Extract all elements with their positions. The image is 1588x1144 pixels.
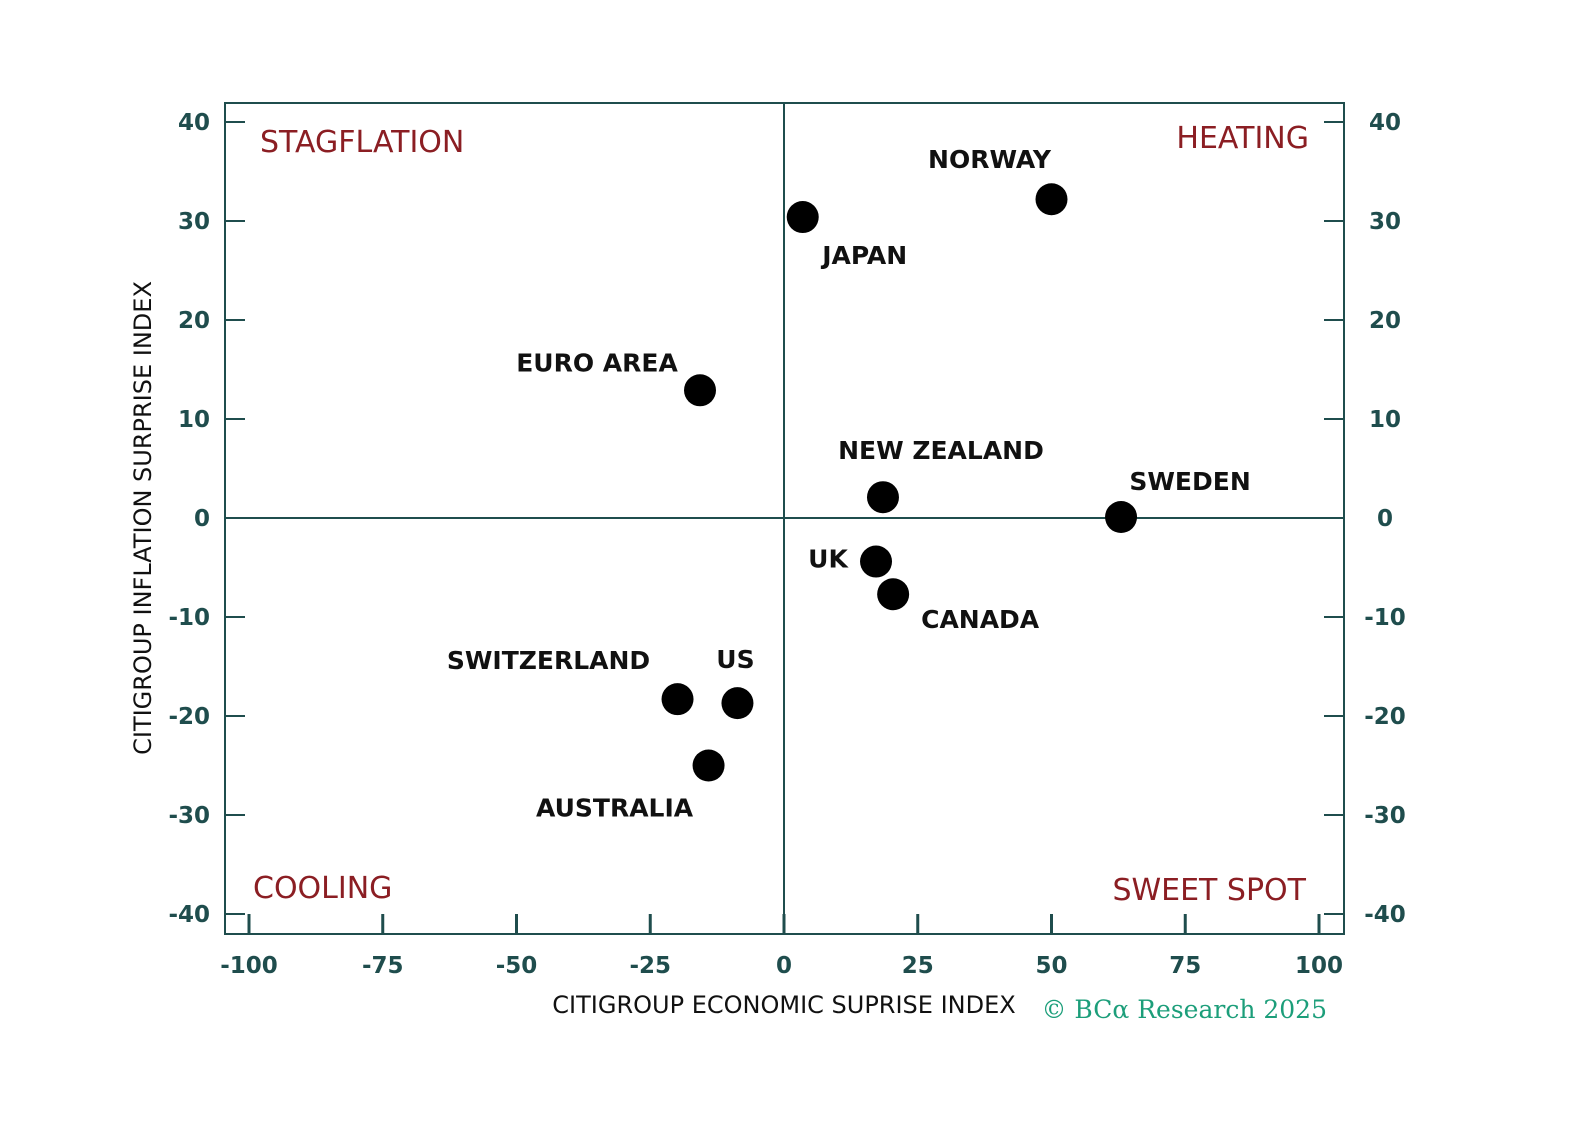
y-tick-label-left: 10 [178, 407, 210, 433]
data-point-new-zealand [866, 481, 899, 514]
y-tick-label-left: -10 [168, 605, 210, 631]
point-label-australia: AUSTRALIA [536, 794, 694, 823]
y-axis-title: CITIGROUP INFLATION SURPRISE INDEX [129, 281, 157, 755]
x-tick-label: -25 [629, 953, 671, 979]
data-point-australia [692, 749, 725, 782]
data-point-japan [786, 201, 819, 234]
y-tick-label-right: -10 [1364, 605, 1406, 631]
data-point-uk [860, 545, 893, 578]
x-tick-label: -100 [220, 953, 278, 979]
data-point-euro-area [684, 374, 717, 407]
credit-text: © BCα Research 2025 [1041, 995, 1327, 1024]
data-point-norway [1035, 183, 1068, 216]
quadrant-label-top-right: HEATING [1176, 121, 1309, 156]
y-tick-label-right: -30 [1364, 803, 1406, 829]
point-label-canada: CANADA [921, 605, 1040, 634]
data-point-us [721, 687, 754, 720]
y-tick-label-left: 0 [194, 506, 210, 532]
y-tick-label-right: -20 [1364, 704, 1406, 730]
y-tick-label-left: 40 [178, 110, 210, 136]
x-tick-label: 25 [902, 953, 934, 979]
y-tick-label-left: -20 [168, 704, 210, 730]
x-tick-label: 0 [776, 953, 792, 979]
y-tick-label-right: 0 [1377, 506, 1393, 532]
quadrant-label-bottom-left: COOLING [253, 871, 392, 906]
quadrant-label-top-left: STAGFLATION [260, 125, 464, 160]
point-label-euro-area: EURO AREA [516, 348, 678, 377]
y-tick-label-right: 30 [1369, 209, 1401, 235]
point-label-switzerland: SWITZERLAND [447, 646, 650, 675]
y-tick-label-right: 20 [1369, 308, 1401, 334]
data-point-canada [877, 578, 910, 611]
point-label-sweden: SWEDEN [1129, 467, 1250, 496]
x-tick-label: -50 [496, 953, 538, 979]
point-label-new-zealand: NEW ZEALAND [838, 436, 1044, 465]
x-tick-label: -75 [362, 953, 404, 979]
point-label-japan: JAPAN [820, 241, 907, 270]
y-tick-label-left: 20 [178, 308, 210, 334]
y-tick-label-right: -40 [1364, 902, 1406, 928]
quadrant-label-bottom-right: SWEET SPOT [1112, 873, 1306, 908]
y-tick-label-right: 40 [1369, 110, 1401, 136]
y-tick-label-right: 10 [1369, 407, 1401, 433]
x-tick-label: 75 [1169, 953, 1201, 979]
y-tick-label-left: -30 [168, 803, 210, 829]
data-point-switzerland [661, 683, 694, 716]
point-label-us: US [716, 645, 754, 674]
x-tick-label: 50 [1035, 953, 1067, 979]
data-point-sweden [1105, 501, 1138, 534]
x-tick-label: 100 [1295, 953, 1343, 979]
point-label-norway: NORWAY [928, 145, 1052, 174]
y-tick-label-left: 30 [178, 209, 210, 235]
x-axis-title: CITIGROUP ECONOMIC SUPRISE INDEX [552, 991, 1015, 1019]
point-label-uk: UK [808, 545, 849, 574]
y-tick-label-left: -40 [168, 902, 210, 928]
